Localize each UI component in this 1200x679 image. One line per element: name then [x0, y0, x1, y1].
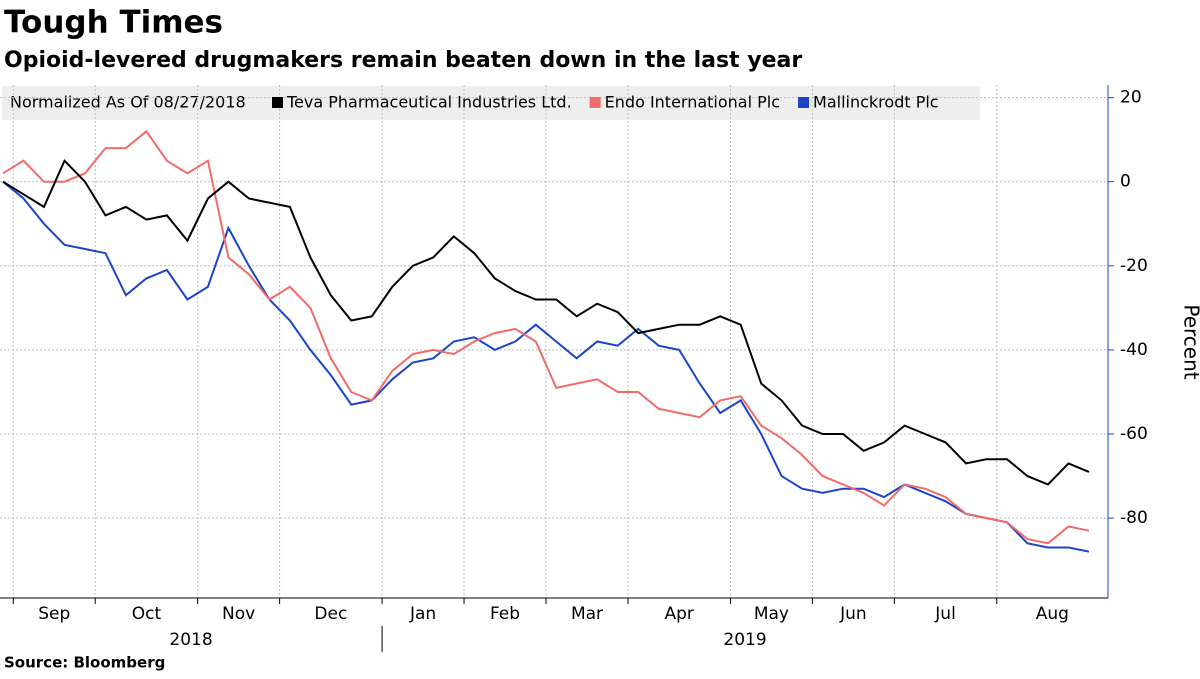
- x-tick-label: Apr: [664, 604, 693, 624]
- x-tick-label: Nov: [222, 604, 255, 624]
- y-tick-label: -40: [1120, 340, 1148, 360]
- x-tick-label: Jun: [839, 604, 867, 624]
- x-tick-label: Jan: [409, 604, 436, 624]
- x-group-label: 2019: [723, 630, 766, 650]
- x-tick-label: Feb: [490, 604, 520, 624]
- y-tick-label: 0: [1120, 172, 1131, 192]
- chart-subtitle: Opioid-levered drugmakers remain beaten …: [4, 48, 802, 73]
- x-tick-label: Jul: [934, 604, 956, 624]
- x-tick-label: May: [754, 604, 789, 624]
- legend-label: Mallinckrodt Plc: [813, 93, 939, 112]
- y-tick-label: 20: [1120, 88, 1142, 108]
- x-tick-label: Oct: [132, 604, 162, 624]
- x-tick-label: Sep: [38, 604, 70, 624]
- x-group-label: 2018: [169, 630, 212, 650]
- y-tick-label: -60: [1120, 424, 1148, 444]
- legend-swatch: [590, 97, 601, 108]
- x-tick-label: Dec: [314, 604, 347, 624]
- legend-title: Normalized As Of 08/27/2018: [10, 93, 246, 112]
- legend-swatch: [272, 97, 283, 108]
- legend-swatch: [798, 97, 809, 108]
- x-tick-label: Aug: [1036, 604, 1069, 624]
- y-tick-label: -20: [1120, 256, 1148, 276]
- x-tick-label: Mar: [571, 604, 603, 624]
- chart-title: Tough Times: [4, 5, 223, 41]
- source: Source: Bloomberg: [4, 654, 165, 672]
- y-axis-title: Percent: [1180, 304, 1200, 379]
- y-tick-label: -80: [1120, 508, 1148, 528]
- legend-label: Endo International Plc: [605, 93, 780, 112]
- legend-label: Teva Pharmaceutical Industries Ltd.: [286, 93, 572, 112]
